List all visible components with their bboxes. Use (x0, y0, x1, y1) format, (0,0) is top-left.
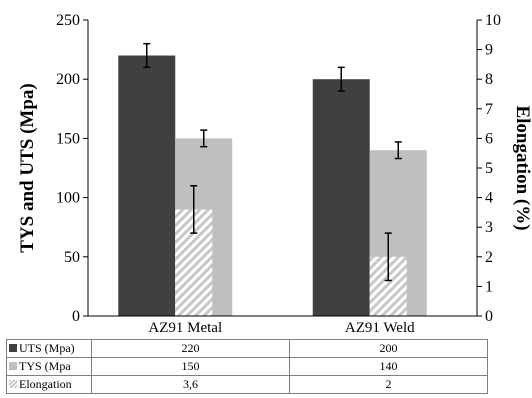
series-label: TYS (Mpa (6, 357, 92, 376)
right-tick-label: 5 (485, 160, 493, 177)
left-tick-label: 150 (56, 130, 80, 147)
uts-bar (312, 79, 370, 316)
right-tick-label: 9 (485, 42, 493, 59)
right-tick-label: 6 (485, 130, 493, 147)
left-tick-label: 250 (56, 12, 80, 29)
table-cell: 220 (91, 339, 290, 358)
left-tick-label: 200 (56, 71, 80, 88)
right-tick-label: 4 (485, 190, 493, 207)
table-row: TYS (Mpa 150 140 (6, 357, 488, 376)
legend-key-icon (9, 362, 17, 370)
table-cell: 150 (91, 357, 290, 376)
category-label: AZ91 Metal (148, 320, 222, 336)
left-tick-label: 0 (72, 308, 80, 325)
table-cell: 200 (289, 339, 488, 358)
right-tick-label: 8 (485, 71, 493, 88)
table-row: UTS (Mpa) 220 200 (6, 339, 488, 358)
legend-key-icon (9, 344, 17, 352)
series-label: Elongation (6, 375, 92, 394)
series-name: TYS (Mpa (19, 359, 71, 373)
series-label: UTS (Mpa) (6, 339, 92, 358)
right-tick-label: 1 (485, 278, 493, 295)
right-tick-label: 7 (485, 101, 493, 118)
category-label: AZ91 Weld (345, 320, 415, 336)
y2-axis-title: Elongation (%) (512, 105, 532, 230)
uts-bar (118, 55, 176, 317)
right-tick-label: 0 (485, 308, 493, 325)
series-name: Elongation (19, 377, 72, 391)
left-tick-label: 50 (64, 249, 80, 266)
table-cell: 140 (289, 357, 488, 376)
left-tick-label: 100 (56, 190, 80, 207)
table-cell: 2 (289, 375, 488, 394)
legend-key-icon (9, 380, 17, 388)
series-name: UTS (Mpa) (19, 341, 75, 355)
bar-chart: 0 50 100 150 200 250 0 1 2 3 4 5 6 7 8 9 10 TYS and UTS (… (17, 12, 532, 336)
right-tick-label: 10 (485, 12, 501, 29)
y-axis-title: TYS and UTS (Mpa) (17, 83, 38, 252)
table-cell: 3,6 (91, 375, 290, 394)
table-row: Elongation 3,6 2 (6, 375, 488, 394)
right-tick-label: 3 (485, 219, 493, 236)
right-tick-label: 2 (485, 249, 493, 266)
data-table: UTS (Mpa) 220 200 TYS (Mpa 150 140 Elongation 3… (6, 339, 488, 394)
